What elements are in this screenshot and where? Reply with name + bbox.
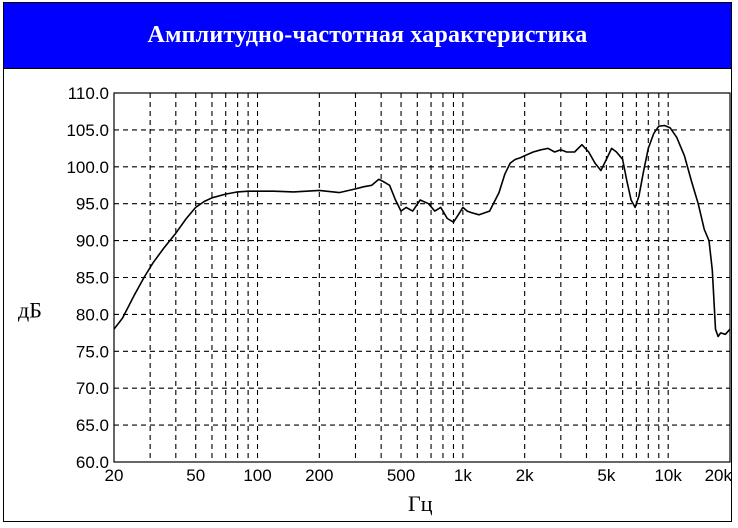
x-axis-label: Гц <box>408 491 433 516</box>
chart-header: Амплитудно-частотная характеристика <box>4 3 731 69</box>
y-tick-label: 95.0 <box>76 195 109 214</box>
x-tick-label: 5k <box>597 466 615 485</box>
curve-layer <box>113 124 731 338</box>
y-tick-label: 65.0 <box>76 416 109 435</box>
y-tick-label: 105.0 <box>66 121 109 140</box>
x-tick-label: 50 <box>186 466 205 485</box>
y-tick-label: 60.0 <box>76 453 109 472</box>
y-tick-label: 80.0 <box>76 305 109 324</box>
y-tick-label: 90.0 <box>76 232 109 251</box>
y-tick-label: 85.0 <box>76 269 109 288</box>
chart-frame: Амплитудно-частотная характеристика 60.0… <box>3 2 732 522</box>
x-tick-label: 1k <box>454 466 472 485</box>
chart-title: Амплитудно-частотная характеристика <box>147 22 588 48</box>
tick-labels: 60.0 65.0 70.0 75.0 80.0 85.0 90.0 95.0 100.0 105… <box>66 84 731 485</box>
x-tick-label: 10k <box>654 466 682 485</box>
plot-border <box>113 92 731 463</box>
x-tick-label: 20k <box>705 466 731 485</box>
x-tick-label: 200 <box>305 466 333 485</box>
y-axis-label: дБ <box>18 298 42 323</box>
y-tick-label: 110.0 <box>68 84 109 103</box>
x-tick-label: 20 <box>105 466 124 485</box>
y-tick-label: 100.0 <box>66 158 109 177</box>
grid-layer <box>114 93 730 462</box>
x-tick-label: 500 <box>387 466 415 485</box>
y-tick-label: 75.0 <box>76 342 109 361</box>
y-tick-label: 70.0 <box>76 379 109 398</box>
x-tick-label: 2k <box>516 466 534 485</box>
frequency-response-plot: 60.0 65.0 70.0 75.0 80.0 85.0 90.0 95.0 100.0 105… <box>18 84 731 516</box>
x-tick-label: 100 <box>243 466 271 485</box>
response-curve <box>113 124 731 338</box>
